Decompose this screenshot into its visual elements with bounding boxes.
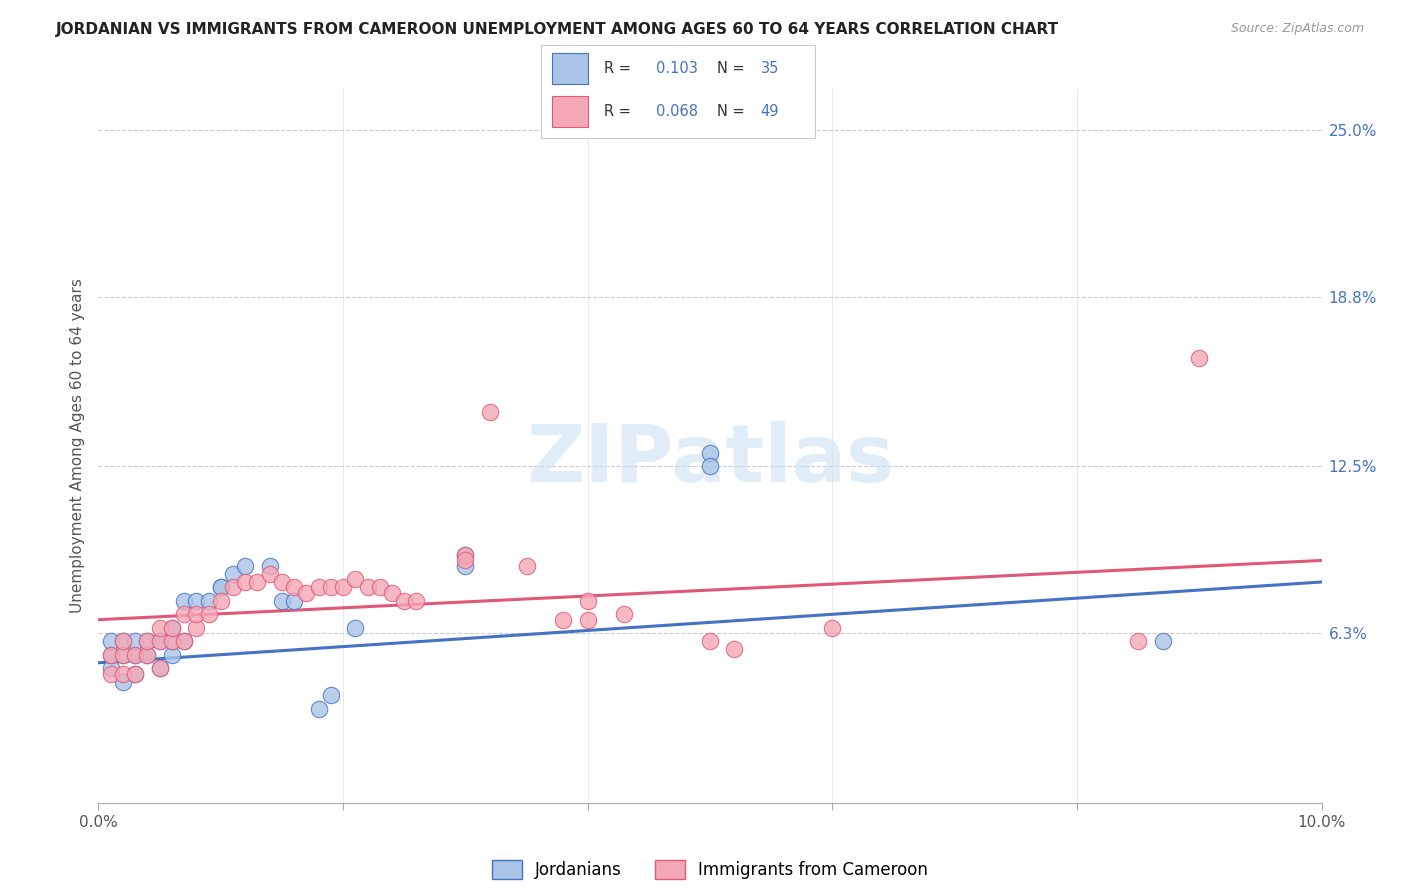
- Point: [368, 580, 391, 594]
- Point: [553, 613, 575, 627]
- Point: [283, 580, 305, 594]
- Point: [124, 648, 146, 662]
- Text: ZIPatlas: ZIPatlas: [526, 421, 894, 500]
- Point: [821, 621, 844, 635]
- Point: [136, 648, 159, 662]
- Point: [699, 459, 721, 474]
- Text: R =: R =: [605, 104, 636, 119]
- Point: [356, 580, 378, 594]
- Point: [259, 558, 281, 573]
- Text: 0.103: 0.103: [657, 61, 699, 76]
- Point: [186, 594, 208, 608]
- Point: [111, 648, 134, 662]
- Point: [186, 607, 208, 622]
- Point: [149, 661, 172, 675]
- Point: [197, 594, 219, 608]
- Point: [149, 634, 172, 648]
- Point: [209, 580, 232, 594]
- Point: [111, 634, 134, 648]
- Point: [270, 594, 292, 608]
- FancyBboxPatch shape: [553, 96, 588, 127]
- Point: [613, 607, 636, 622]
- Point: [100, 648, 122, 662]
- Point: [209, 580, 232, 594]
- Point: [270, 574, 292, 589]
- Point: [136, 634, 159, 648]
- Point: [160, 634, 183, 648]
- Point: [454, 548, 477, 562]
- Point: [160, 621, 183, 635]
- Point: [332, 580, 354, 594]
- Point: [111, 634, 134, 648]
- Point: [149, 661, 172, 675]
- Point: [381, 586, 404, 600]
- Point: [124, 666, 146, 681]
- Point: [160, 648, 183, 662]
- Point: [233, 574, 256, 589]
- Point: [111, 666, 134, 681]
- Point: [173, 634, 195, 648]
- Point: [222, 580, 245, 594]
- Point: [246, 574, 269, 589]
- Point: [160, 621, 183, 635]
- Text: N =: N =: [717, 61, 749, 76]
- Text: 0.068: 0.068: [657, 104, 699, 119]
- Point: [149, 621, 172, 635]
- Point: [100, 634, 122, 648]
- Text: Source: ZipAtlas.com: Source: ZipAtlas.com: [1230, 22, 1364, 36]
- Point: [124, 666, 146, 681]
- Point: [699, 446, 721, 460]
- Point: [392, 594, 416, 608]
- Point: [478, 405, 501, 419]
- Point: [308, 701, 330, 715]
- Point: [160, 634, 183, 648]
- Text: 35: 35: [761, 61, 779, 76]
- Point: [344, 572, 367, 586]
- Text: N =: N =: [717, 104, 749, 119]
- Point: [308, 580, 330, 594]
- Point: [100, 666, 122, 681]
- Point: [405, 594, 427, 608]
- Point: [576, 613, 599, 627]
- Point: [1128, 634, 1150, 648]
- Text: JORDANIAN VS IMMIGRANTS FROM CAMEROON UNEMPLOYMENT AMONG AGES 60 TO 64 YEARS COR: JORDANIAN VS IMMIGRANTS FROM CAMEROON UN…: [56, 22, 1059, 37]
- Point: [222, 566, 245, 581]
- Point: [259, 566, 281, 581]
- Point: [100, 661, 122, 675]
- Point: [197, 607, 219, 622]
- Point: [516, 558, 538, 573]
- Point: [699, 634, 721, 648]
- Text: R =: R =: [605, 61, 636, 76]
- Point: [111, 648, 134, 662]
- Text: 49: 49: [761, 104, 779, 119]
- Point: [136, 634, 159, 648]
- Point: [136, 648, 159, 662]
- Point: [173, 607, 195, 622]
- Y-axis label: Unemployment Among Ages 60 to 64 years: Unemployment Among Ages 60 to 64 years: [69, 278, 84, 614]
- FancyBboxPatch shape: [553, 53, 588, 84]
- Point: [283, 594, 305, 608]
- Point: [209, 594, 232, 608]
- Point: [233, 558, 256, 573]
- Point: [149, 634, 172, 648]
- Point: [319, 688, 342, 702]
- Point: [454, 558, 477, 573]
- Point: [173, 594, 195, 608]
- Point: [295, 586, 318, 600]
- Point: [344, 621, 367, 635]
- Legend: Jordanians, Immigrants from Cameroon: Jordanians, Immigrants from Cameroon: [484, 851, 936, 888]
- Point: [454, 553, 477, 567]
- Point: [1152, 634, 1174, 648]
- Point: [111, 674, 134, 689]
- Point: [1188, 351, 1211, 366]
- Point: [319, 580, 342, 594]
- Point: [723, 642, 745, 657]
- Point: [186, 621, 208, 635]
- Point: [100, 648, 122, 662]
- Point: [124, 634, 146, 648]
- Point: [124, 648, 146, 662]
- Point: [454, 548, 477, 562]
- Point: [173, 634, 195, 648]
- Point: [576, 594, 599, 608]
